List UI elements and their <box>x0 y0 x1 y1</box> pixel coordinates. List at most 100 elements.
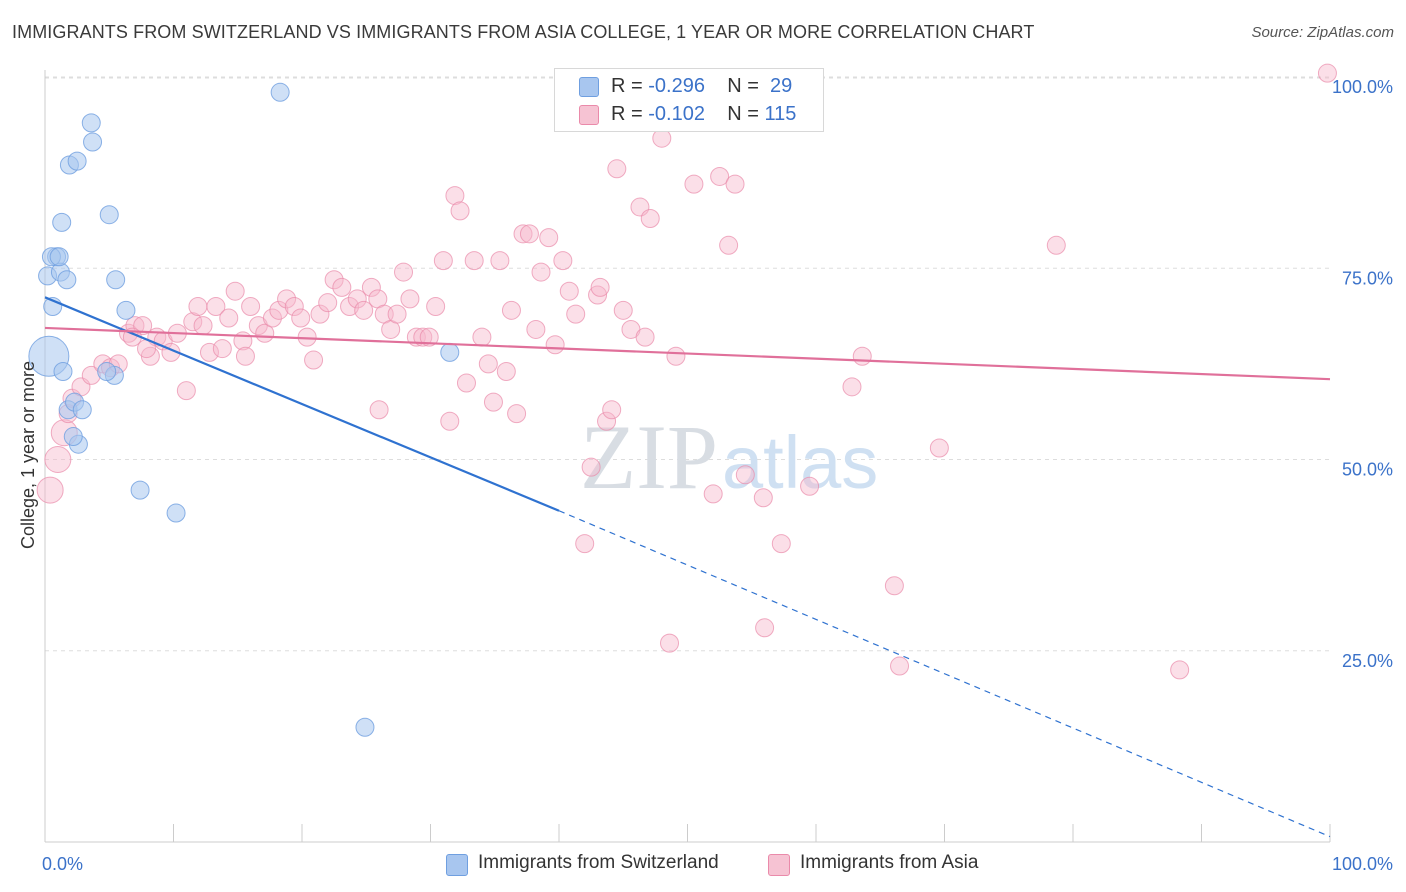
asia-point <box>483 392 503 412</box>
asia-point <box>36 476 64 504</box>
switzerland-point <box>72 400 92 420</box>
asia-point <box>394 262 414 282</box>
asia-point <box>660 633 680 653</box>
asia-point <box>340 297 360 316</box>
asia-point <box>590 277 610 297</box>
legend-r-value: -0.296 <box>648 75 705 97</box>
asia-point <box>597 411 617 431</box>
x-tick-label: 0.0% <box>42 854 83 874</box>
asia-point <box>269 300 289 320</box>
asia-point <box>613 300 633 320</box>
asia-point <box>581 457 601 477</box>
asia-point <box>842 377 862 397</box>
switzerland-point <box>440 342 460 362</box>
switzerland-point <box>106 270 126 290</box>
switzerland-point <box>116 300 136 320</box>
asia-point <box>44 446 72 473</box>
switzerland-point <box>130 480 150 500</box>
bottom-legend-label: Immigrants from Asia <box>800 852 979 873</box>
asia-point <box>440 411 460 431</box>
asia-point <box>347 289 367 309</box>
watermark: ZIP atlas <box>580 406 878 508</box>
asia-point <box>318 293 338 313</box>
asia-point <box>753 488 773 508</box>
asia-point <box>183 312 203 332</box>
asia-point <box>361 277 381 297</box>
asia-point <box>513 224 533 244</box>
asia-point <box>725 174 745 194</box>
chart-title: IMMIGRANTS FROM SWITZERLAND VS IMMIGRANT… <box>12 22 1035 42</box>
bottom-legend-swatch-switzerland <box>446 854 468 876</box>
asia-point <box>176 381 196 401</box>
legend-n-value: 29 <box>770 75 793 97</box>
asia-point <box>413 327 433 347</box>
asia-point <box>884 576 904 596</box>
asia-point <box>291 308 311 328</box>
asia-point <box>284 297 304 316</box>
legend-swatch-switzerland <box>579 77 599 97</box>
asia-point <box>719 235 739 255</box>
asia-point <box>666 346 686 366</box>
switzerland-points <box>28 82 460 737</box>
switzerland-point <box>270 82 290 102</box>
asia-point <box>219 308 239 328</box>
switzerland-point <box>52 212 72 232</box>
legend-r-label: R = <box>611 75 643 97</box>
switzerland-trend-extrapolation <box>558 510 1331 838</box>
asia-point <box>566 304 586 324</box>
asia-point <box>531 262 551 282</box>
y-tick-labels: 25.0% 50.0% 75.0% 100.0% <box>1332 77 1393 671</box>
asia-point <box>519 224 539 244</box>
asia-point <box>710 166 730 186</box>
y-axis-label: College, 1 year or more <box>18 361 38 549</box>
asia-point <box>433 251 453 271</box>
asia-point <box>354 300 374 320</box>
asia-point <box>193 316 213 336</box>
asia-point <box>241 297 261 316</box>
asia-point <box>890 656 910 676</box>
asia-point <box>369 400 389 420</box>
trend-lines <box>44 296 1331 838</box>
asia-point <box>526 319 546 339</box>
asia-point <box>684 174 704 194</box>
asia-point <box>426 297 446 316</box>
asia-point <box>607 159 627 179</box>
asia-point <box>588 285 608 305</box>
switzerland-point <box>81 113 101 133</box>
asia-point <box>456 373 476 393</box>
asia-point <box>703 484 723 504</box>
gridlines <box>45 76 1330 652</box>
legend-n-label: N = <box>727 103 759 125</box>
y-tick-label: 100.0% <box>1332 77 1393 97</box>
asia-point <box>1317 63 1337 83</box>
asia-point <box>212 339 232 359</box>
asia-point <box>1046 235 1066 255</box>
y-tick-label: 25.0% <box>1342 651 1393 671</box>
asia-point <box>559 281 579 301</box>
asia-point <box>852 346 872 366</box>
switzerland-point <box>57 270 77 290</box>
switzerland-trend-line <box>44 296 560 512</box>
asia-point <box>206 297 226 316</box>
asia-point <box>387 304 407 324</box>
asia-point <box>490 251 510 271</box>
switzerland-point <box>53 362 73 382</box>
asia-point <box>199 342 219 362</box>
asia-points <box>36 63 1337 680</box>
switzerland-point <box>99 205 119 225</box>
legend-r-label: R = <box>611 103 643 125</box>
switzerland-point <box>67 151 87 171</box>
asia-point <box>501 300 521 320</box>
asia-point <box>472 327 492 347</box>
asia-point <box>304 350 324 370</box>
asia-point <box>496 362 516 382</box>
source-label: Source: ZipAtlas.com <box>1251 24 1394 41</box>
asia-point <box>539 228 559 248</box>
asia-point <box>635 327 655 347</box>
x-tick-labels: 0.0% 100.0% <box>42 854 1393 874</box>
bottom-legend-swatch-asia <box>768 854 790 876</box>
asia-point <box>310 304 330 324</box>
watermark-zip: ZIP <box>580 406 718 508</box>
asia-trend-line <box>44 326 1331 381</box>
asia-point <box>332 277 352 297</box>
